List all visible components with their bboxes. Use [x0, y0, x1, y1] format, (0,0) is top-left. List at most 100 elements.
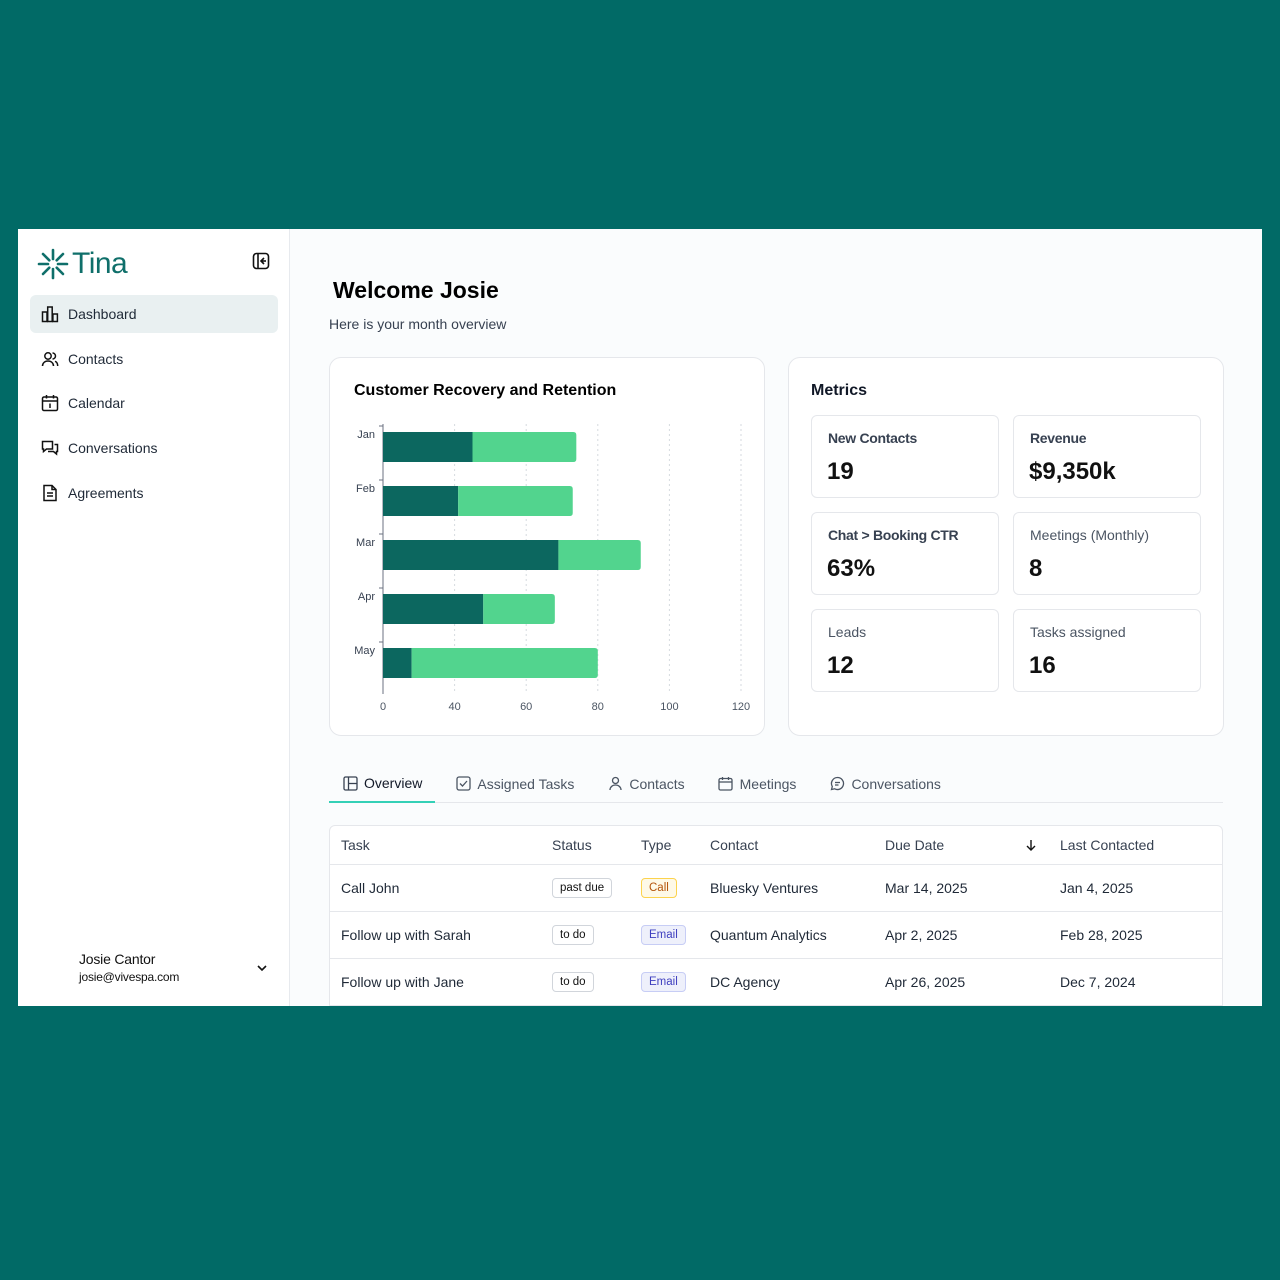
tab-label: Contacts — [629, 775, 685, 792]
tab-bar: Overview Assigned Tasks Contacts Meeting… — [329, 765, 1223, 803]
checkbox-icon — [455, 776, 471, 792]
bar-chart-icon — [40, 304, 60, 324]
sidebar: Tina Dashboard Contacts — [18, 229, 290, 1006]
user-email: josie@vivespa.com — [79, 970, 180, 984]
tab-label: Meetings — [739, 775, 797, 792]
last-contacted-cell: Feb 28, 2025 — [1060, 927, 1143, 943]
x-tick-label: 40 — [448, 701, 460, 713]
bar-segment — [411, 648, 598, 678]
sidebar-item-label: Calendar — [68, 395, 125, 412]
column-header-due-date[interactable]: Due Date — [885, 837, 945, 853]
task-cell: Follow up with Sarah — [341, 927, 471, 943]
sidebar-item-calendar[interactable]: Calendar — [30, 384, 278, 422]
bar-segment — [383, 594, 484, 624]
chart-title: Customer Recovery and Retention — [354, 382, 617, 399]
metric-label: Chat > Booking CTR — [828, 527, 959, 543]
column-header-contact[interactable]: Contact — [710, 837, 759, 853]
contact-cell: Bluesky Ventures — [710, 880, 819, 896]
x-tick-label: 0 — [380, 701, 386, 713]
sidebar-collapse-icon — [252, 252, 270, 270]
bar-segment — [383, 648, 412, 678]
sidebar-item-label: Contacts — [68, 350, 124, 367]
table-row[interactable]: Call John past due Call Bluesky Ventures… — [330, 865, 1222, 912]
column-header-type[interactable]: Type — [641, 837, 672, 853]
due-date-cell: Apr 2, 2025 — [885, 927, 958, 943]
bar-segment — [558, 540, 641, 570]
calendar-icon — [40, 393, 60, 413]
page-subtitle: Here is your month overview — [329, 316, 507, 332]
collapse-sidebar-button[interactable] — [251, 251, 271, 271]
metric-label: Meetings (Monthly) — [1030, 527, 1150, 543]
page-title: Welcome Josie — [333, 277, 499, 303]
contact-cell: DC Agency — [710, 974, 781, 990]
chevron-down-icon[interactable] — [254, 960, 270, 976]
x-tick-label: 120 — [732, 701, 750, 713]
tab-label: Overview — [364, 775, 423, 791]
y-tick-label: Mar — [356, 537, 375, 549]
type-badge: Email — [641, 925, 686, 945]
y-tick-label: Feb — [356, 483, 375, 495]
table-header-row: Task Status Type Contact Due Date Last C… — [330, 826, 1222, 865]
user-profile[interactable]: Josie Cantor josie@vivespa.com — [79, 951, 279, 984]
tab-conversations[interactable]: Conversations — [816, 765, 954, 802]
calendar-icon — [718, 776, 734, 792]
column-header-last-contacted[interactable]: Last Contacted — [1060, 837, 1155, 853]
document-icon — [40, 483, 60, 503]
due-date-cell: Apr 26, 2025 — [885, 974, 966, 990]
sort-arrow-down-icon[interactable] — [1024, 838, 1038, 852]
bar-segment — [483, 594, 555, 624]
metric-chat-booking-ctr: Chat > Booking CTR 63% — [811, 512, 999, 595]
app-window: Tina Dashboard Contacts — [18, 229, 1262, 1006]
bar-segment — [472, 432, 577, 462]
sidebar-item-conversations[interactable]: Conversations — [30, 429, 278, 467]
bar-segment — [383, 432, 473, 462]
metric-value: 63% — [827, 555, 876, 582]
tab-label: Conversations — [851, 775, 941, 792]
retention-chart: 0 40 60 80 100 120 Jan Feb Mar Apr May — [354, 424, 750, 713]
column-header-status[interactable]: Status — [552, 837, 592, 853]
tab-label: Assigned Tasks — [477, 775, 575, 792]
task-cell: Call John — [341, 880, 400, 896]
tab-contacts[interactable]: Contacts — [594, 765, 697, 802]
tab-assigned-tasks[interactable]: Assigned Tasks — [442, 765, 587, 802]
metric-label: Leads — [828, 624, 867, 640]
task-cell: Follow up with Jane — [341, 974, 464, 990]
logo-text: Tina — [72, 247, 128, 280]
metric-value: 8 — [1029, 555, 1043, 582]
sidebar-item-contacts[interactable]: Contacts — [30, 340, 278, 378]
status-badge: past due — [552, 878, 613, 898]
contact-cell: Quantum Analytics — [710, 927, 827, 943]
logo[interactable]: Tina — [37, 247, 128, 281]
type-badge: Call — [641, 878, 677, 898]
sidebar-item-label: Conversations — [68, 440, 158, 457]
table-row[interactable]: Follow up with Sarah to do Email Quantum… — [330, 912, 1222, 959]
metric-meetings-monthly: Meetings (Monthly) 8 — [1013, 512, 1201, 595]
main-content: Welcome Josie Here is your month overvie… — [290, 229, 1262, 1006]
logo-asterisk-icon — [37, 248, 69, 280]
sidebar-item-agreements[interactable]: Agreements — [30, 474, 278, 512]
sidebar-item-label: Dashboard — [68, 306, 137, 322]
x-tick-label: 80 — [592, 701, 604, 713]
last-contacted-cell: Jan 4, 2025 — [1060, 880, 1134, 896]
x-tick-label: 100 — [660, 701, 678, 713]
column-header-task[interactable]: Task — [341, 837, 370, 853]
bar-segment — [458, 486, 573, 516]
tab-meetings[interactable]: Meetings — [705, 765, 810, 802]
metric-value: 19 — [827, 458, 854, 485]
users-icon — [40, 349, 60, 369]
tasks-table: Task Status Type Contact Due Date Last C… — [329, 825, 1223, 1006]
metric-value: 16 — [1029, 652, 1056, 679]
metric-new-contacts: New Contacts 19 — [811, 415, 999, 498]
metrics-title: Metrics — [811, 382, 868, 399]
sidebar-item-dashboard[interactable]: Dashboard — [30, 295, 278, 333]
tab-overview[interactable]: Overview — [329, 765, 436, 803]
chart-card: Customer Recovery and Retention 0 40 60 80 1… — [329, 357, 765, 736]
metric-label: New Contacts — [828, 430, 917, 446]
chat-bubble-icon — [829, 776, 845, 792]
metrics-card: Metrics New Contacts 19 Revenue $9,350k … — [788, 357, 1224, 736]
x-tick-label: 60 — [520, 701, 532, 713]
metric-value: $9,350k — [1029, 458, 1116, 485]
sidebar-item-label: Agreements — [68, 484, 144, 501]
table-row[interactable]: Follow up with Jane to do Email DC Agenc… — [330, 959, 1222, 1006]
metric-tasks-assigned: Tasks assigned 16 — [1013, 609, 1201, 692]
